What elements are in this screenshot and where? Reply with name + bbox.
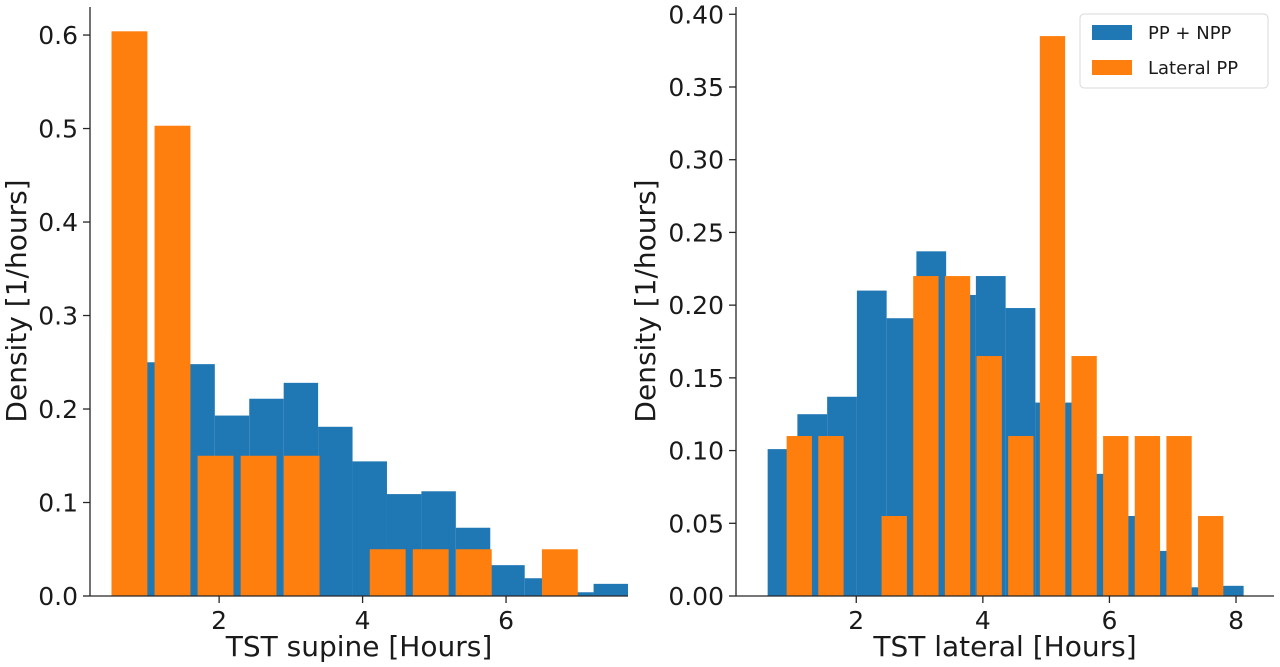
- x-ticks-left: 2 4 6: [211, 596, 514, 635]
- y-tick-label: 0.2: [38, 395, 78, 424]
- bar-lateral-pp-4: [283, 455, 320, 596]
- bar-lateral-pp-2: [197, 455, 234, 596]
- legend-swatch-lateral-pp: [1092, 60, 1132, 75]
- y-tick-label: 0.1: [38, 489, 78, 518]
- y-tick-label: 0.30: [668, 146, 724, 175]
- bar-lateral-pp-7: [1039, 36, 1066, 596]
- bar-lateral-pp-12: [1198, 516, 1224, 596]
- y-tick-label: 0.00: [668, 582, 724, 611]
- bar-lateral-pp-6: [412, 549, 449, 596]
- x-ticks-right: 2 4 6 8: [848, 596, 1244, 635]
- bar-lateral-pp-6: [1008, 436, 1034, 596]
- legend-label-pp-npp: PP + NPP: [1148, 23, 1232, 44]
- chart-right: 0.00 0.05 0.10 0.15 0.20 0.25 0.30 0.35 0.40 2 4 6…: [629, 0, 1274, 663]
- chart-left: 0.0 0.1 0.2 0.3 0.4 0.5 0.6 2 4 6 TST supine [Ho…: [0, 7, 628, 663]
- bar-lateral-pp-1: [818, 436, 844, 596]
- x-axis-label-left: TST supine [Hours]: [225, 630, 493, 663]
- bar-lateral-pp-0: [111, 31, 148, 597]
- bar-lateral-pp-8: [1071, 356, 1097, 596]
- y-axis-label-left: Density [1/hours]: [0, 179, 33, 422]
- y-tick-label: 0.5: [38, 115, 78, 144]
- bar-lateral-pp-4: [944, 276, 971, 596]
- y-ticks-right: 0.00 0.05 0.10 0.15 0.20 0.25 0.30 0.35 0.40: [668, 0, 736, 611]
- x-tick-label: 2: [211, 606, 227, 635]
- bar-lateral-pp-11: [1166, 436, 1192, 596]
- bar-lateral-pp-2: [881, 516, 907, 596]
- y-tick-label: 0.35: [668, 73, 724, 102]
- bars-right: [767, 36, 1244, 596]
- x-tick-label: 6: [1101, 606, 1117, 635]
- legend: PP + NPP Lateral PP: [1079, 13, 1269, 89]
- x-tick-label: 4: [975, 606, 991, 635]
- x-tick-label: 6: [498, 606, 514, 635]
- bar-lateral-pp-3: [240, 455, 277, 596]
- y-tick-label: 0.40: [668, 0, 724, 29]
- bar-lateral-pp-8: [541, 549, 578, 596]
- bar-lateral-pp-5: [976, 356, 1002, 596]
- x-tick-label: 8: [1228, 606, 1244, 635]
- bar-pp-npp-6: [318, 426, 353, 596]
- bar-pp-npp-11: [490, 565, 525, 596]
- bar-lateral-pp-1: [154, 125, 191, 596]
- y-tick-label: 0.4: [38, 208, 78, 237]
- x-axis-label-right: TST lateral [Hours]: [872, 630, 1136, 663]
- x-tick-label: 2: [848, 606, 864, 635]
- bar-lateral-pp-0: [786, 436, 812, 596]
- y-axis-label-right: Density [1/hours]: [629, 179, 662, 422]
- y-tick-label: 0.6: [38, 21, 78, 50]
- y-tick-label: 0.20: [668, 291, 724, 320]
- bar-pp-npp-15: [1213, 585, 1244, 596]
- legend-label-lateral-pp: Lateral PP: [1148, 58, 1238, 79]
- bar-lateral-pp-10: [1134, 436, 1161, 596]
- bars-left: [111, 31, 628, 597]
- y-tick-label: 0.10: [668, 437, 724, 466]
- y-ticks-left: 0.0 0.1 0.2 0.3 0.4 0.5 0.6: [38, 21, 90, 611]
- bar-lateral-pp-7: [455, 549, 492, 596]
- y-tick-label: 0.0: [38, 582, 78, 611]
- bar-lateral-pp-5: [369, 549, 406, 596]
- bar-lateral-pp-3: [913, 276, 939, 596]
- y-tick-label: 0.3: [38, 302, 78, 331]
- x-tick-label: 4: [355, 606, 371, 635]
- bar-pp-npp-14: [593, 583, 628, 596]
- legend-swatch-pp-npp: [1092, 25, 1132, 40]
- y-tick-label: 0.25: [668, 218, 724, 247]
- y-tick-label: 0.05: [668, 509, 724, 538]
- bar-lateral-pp-9: [1103, 436, 1129, 596]
- y-tick-label: 0.15: [668, 364, 724, 393]
